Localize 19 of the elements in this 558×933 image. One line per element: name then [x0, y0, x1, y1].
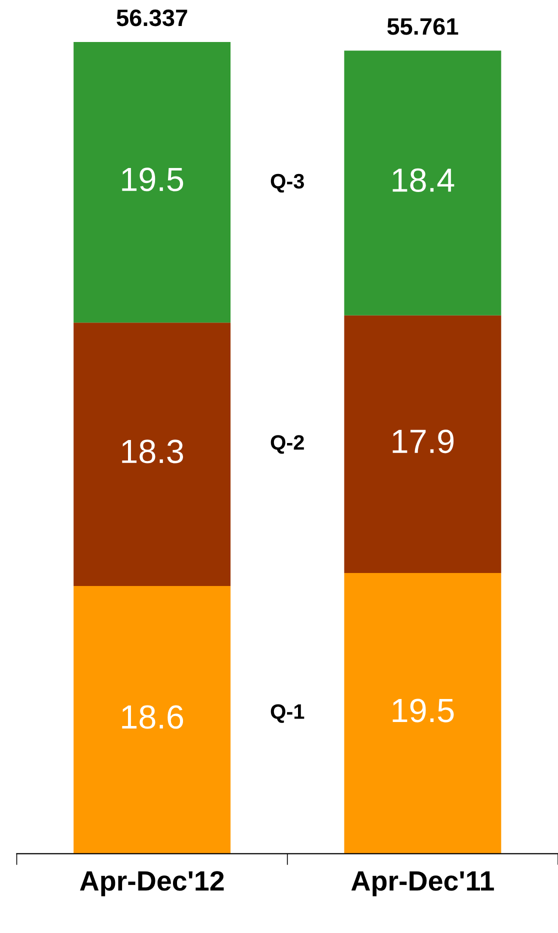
data-label: 18.3	[122, 440, 184, 464]
bar	[74, 586, 231, 854]
bar	[344, 315, 502, 574]
data-label: 18.6	[122, 705, 184, 729]
series-label: Q-1	[270, 704, 304, 723]
bar	[344, 50, 502, 316]
x-tick-label: Apr-Dec'12	[80, 871, 224, 896]
data-label: 18.4	[392, 168, 454, 192]
data-label: 17.9	[392, 430, 454, 454]
bar	[74, 322, 231, 586]
bar	[344, 573, 502, 854]
x-tick-label: Apr-Dec'11	[351, 871, 494, 896]
bar	[74, 42, 231, 323]
data-label: 19.5	[122, 168, 184, 192]
data-label: 19.5	[392, 698, 454, 722]
annotation: 56.337	[116, 9, 188, 26]
annotation: 55.761	[387, 18, 458, 35]
series-label: Q-2	[270, 435, 304, 454]
series-label: Q-3	[270, 174, 304, 193]
